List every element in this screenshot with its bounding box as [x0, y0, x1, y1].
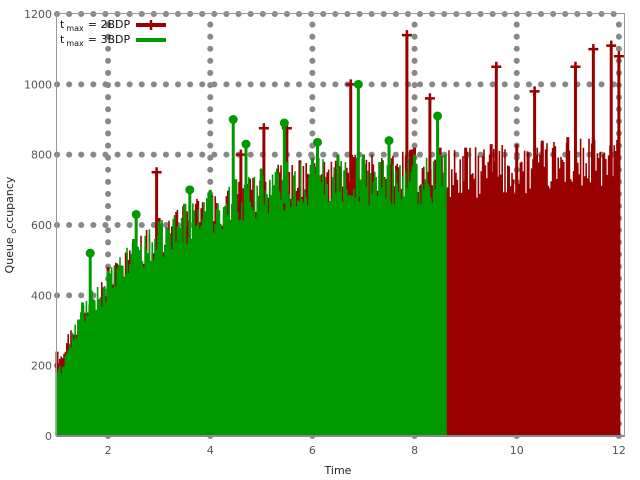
spike-marker-0-8: [529, 86, 540, 97]
spike-marker-0-6: [424, 93, 435, 104]
spike-marker-1-7: [353, 79, 363, 89]
y-axis-label-part-a: Queue: [3, 234, 16, 274]
spike-marker-0-5: [401, 30, 412, 41]
spike-marker-1-1: [131, 209, 141, 219]
spike-marker-0-0: [151, 167, 162, 178]
spike-marker-0-12: [613, 51, 624, 62]
spike-marker-1-4: [241, 139, 251, 149]
series-3bdp: [55, 79, 447, 436]
x-tick-label-10: 10: [510, 444, 524, 457]
legend-entry-3bdp: t max = 3BDP: [60, 33, 166, 48]
x-axis-label: Time: [324, 464, 352, 477]
legend-3bdp-sub: max: [66, 39, 84, 48]
spike-marker-1-5: [279, 118, 289, 128]
spike-marker-0-2: [258, 123, 269, 134]
spike-marker-1-3: [228, 115, 238, 124]
x-tick-label-8: 8: [411, 444, 418, 457]
y-tick-label-400: 400: [31, 289, 52, 302]
y-tick-label-800: 800: [31, 149, 52, 162]
legend-plus-marker-2bdp: [146, 20, 156, 30]
spike-marker-0-7: [491, 61, 502, 72]
x-tick-label-6: 6: [309, 444, 316, 457]
series-layer: [55, 30, 624, 436]
x-tick-label-12: 12: [612, 444, 626, 457]
spike-marker-1-9: [433, 111, 443, 121]
legend-3bdp-rest: = 3BDP: [88, 33, 131, 46]
spike-marker-0-9: [570, 61, 581, 72]
y-tick-label-200: 200: [31, 360, 52, 373]
x-tick-label-4: 4: [207, 444, 214, 457]
y-axis-label-part-b: ccupancy: [3, 176, 16, 229]
spike-marker-1-6: [313, 137, 323, 147]
y-tick-label-0: 0: [45, 430, 52, 443]
spike-marker-0-1: [235, 149, 246, 160]
legend-3bdp-t: t: [60, 33, 65, 46]
x-tick-label-2: 2: [105, 444, 112, 457]
spike-marker-1-0: [85, 248, 95, 258]
spike-marker-0-10: [588, 44, 599, 55]
legend-label-2bdp: t max = 2BDP: [60, 18, 130, 33]
legend-label-3bdp: t max = 3BDP: [60, 33, 130, 48]
y-axis-label: Queue occupancy: [3, 176, 18, 273]
legend-2bdp-t: t: [60, 18, 65, 31]
legend: t max = 2BDP t max = 3BDP: [60, 18, 166, 48]
tick-labels: 0 200 400 600 800 1000 1200 2 4 6 8 10 12: [24, 8, 626, 457]
y-axis-label-subscript: o: [9, 229, 18, 234]
legend-2bdp-sub: max: [66, 24, 84, 33]
y-tick-label-600: 600: [31, 219, 52, 232]
y-tick-label-1200: 1200: [24, 8, 52, 21]
y-tick-label-1000: 1000: [24, 78, 52, 91]
legend-entry-2bdp: t max = 2BDP: [60, 18, 166, 33]
spike-marker-1-8: [384, 136, 394, 146]
spike-marker-1-2: [185, 185, 195, 195]
spike-marker-0-11: [606, 40, 617, 51]
axes: [56, 13, 625, 437]
legend-2bdp-rest: = 2BDP: [88, 18, 131, 31]
